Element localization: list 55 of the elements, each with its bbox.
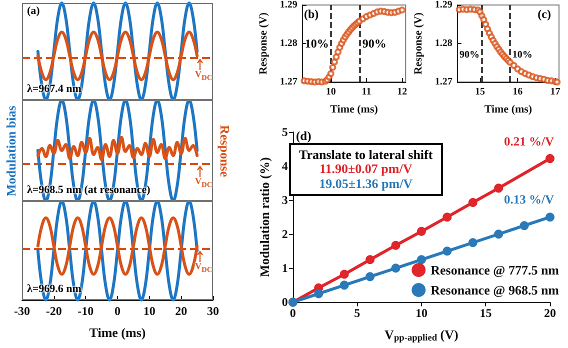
annotation: 11.90±0.07 pm/V: [318, 161, 414, 177]
annotation: 0.21 %/V: [504, 134, 554, 149]
y-tick-label: 5: [282, 125, 288, 139]
y-tick-label: 3: [282, 193, 288, 208]
annotation: 10%: [512, 50, 532, 61]
x-axis-title: Time (ms): [89, 325, 146, 340]
y-axis-title: Modulation ratio (%): [257, 157, 272, 278]
y-axis-title: Response (V): [258, 12, 270, 75]
legend-label: V$_{DC}$: [195, 176, 212, 189]
x-tick-label: 17: [550, 86, 560, 98]
x-axis-title: Time (ms): [484, 104, 532, 116]
x-tick-label: 5: [354, 306, 360, 320]
y-axis-title: Modulation bias: [4, 105, 19, 196]
x-tick-label: 30: [207, 304, 219, 318]
x-tick-label: 15: [480, 306, 492, 320]
legend-label: V$_{DC}$: [195, 69, 212, 82]
x-tick-label: 20: [544, 306, 556, 320]
annotation: 19.05±1.36 pm/V: [318, 176, 414, 191]
x-tick-label: -10: [78, 304, 94, 318]
annotation: 0.13 %/V: [504, 192, 554, 208]
legend-label: V$_{DC}$: [195, 260, 212, 274]
annotation: (b): [304, 7, 319, 22]
y-tick-label: 1.29: [280, 0, 298, 10]
legend-label: Resonance @ 968.5 nm: [430, 282, 560, 298]
y-tick-label: 1.28: [280, 38, 298, 49]
annotation: 10%: [304, 36, 329, 50]
x-tick-label: 15: [474, 86, 485, 98]
x-tick-label: 10: [415, 306, 428, 320]
y-tick-label: 1.28: [434, 38, 452, 49]
y-tick-label: 1.27: [434, 76, 452, 88]
x-tick-label: -20: [46, 304, 62, 318]
y2-axis-title: Response: [217, 124, 232, 177]
annotation: (d): [296, 129, 312, 144]
x-axis-title: Time (ms): [330, 104, 378, 116]
annotation: (c): [538, 7, 551, 22]
y-tick-label: 1: [282, 261, 288, 276]
annotation: (a): [27, 5, 40, 18]
legend-label: Resonance @ 777.5 nm: [430, 262, 560, 278]
y-tick-label: 2: [282, 227, 288, 242]
x-tick-label: 16: [512, 86, 523, 98]
annotation: Translate to lateral shift: [299, 147, 433, 162]
x-tick-label: 12: [397, 86, 408, 98]
text-box: Translate to lateral shift 11.90±0.07 pm/V 19.05±1.36 pm/V: [289, 143, 443, 196]
y-tick-label: 1.27: [280, 76, 298, 88]
x-tick-label: 20: [175, 304, 188, 318]
x-tick-label: 0: [114, 304, 120, 318]
y-axis-title: Response (V): [412, 12, 424, 75]
x-tick-label: 11: [362, 86, 372, 98]
annotation: 90%: [459, 50, 480, 61]
x-tick-label: -30: [14, 304, 30, 318]
y-tick-label: 4: [282, 159, 288, 174]
x-tick-label: 10: [326, 86, 336, 98]
x-tick-label: 10: [143, 304, 156, 318]
annotation: 90%: [362, 36, 386, 50]
y-tick-label: 1.29: [434, 0, 452, 10]
